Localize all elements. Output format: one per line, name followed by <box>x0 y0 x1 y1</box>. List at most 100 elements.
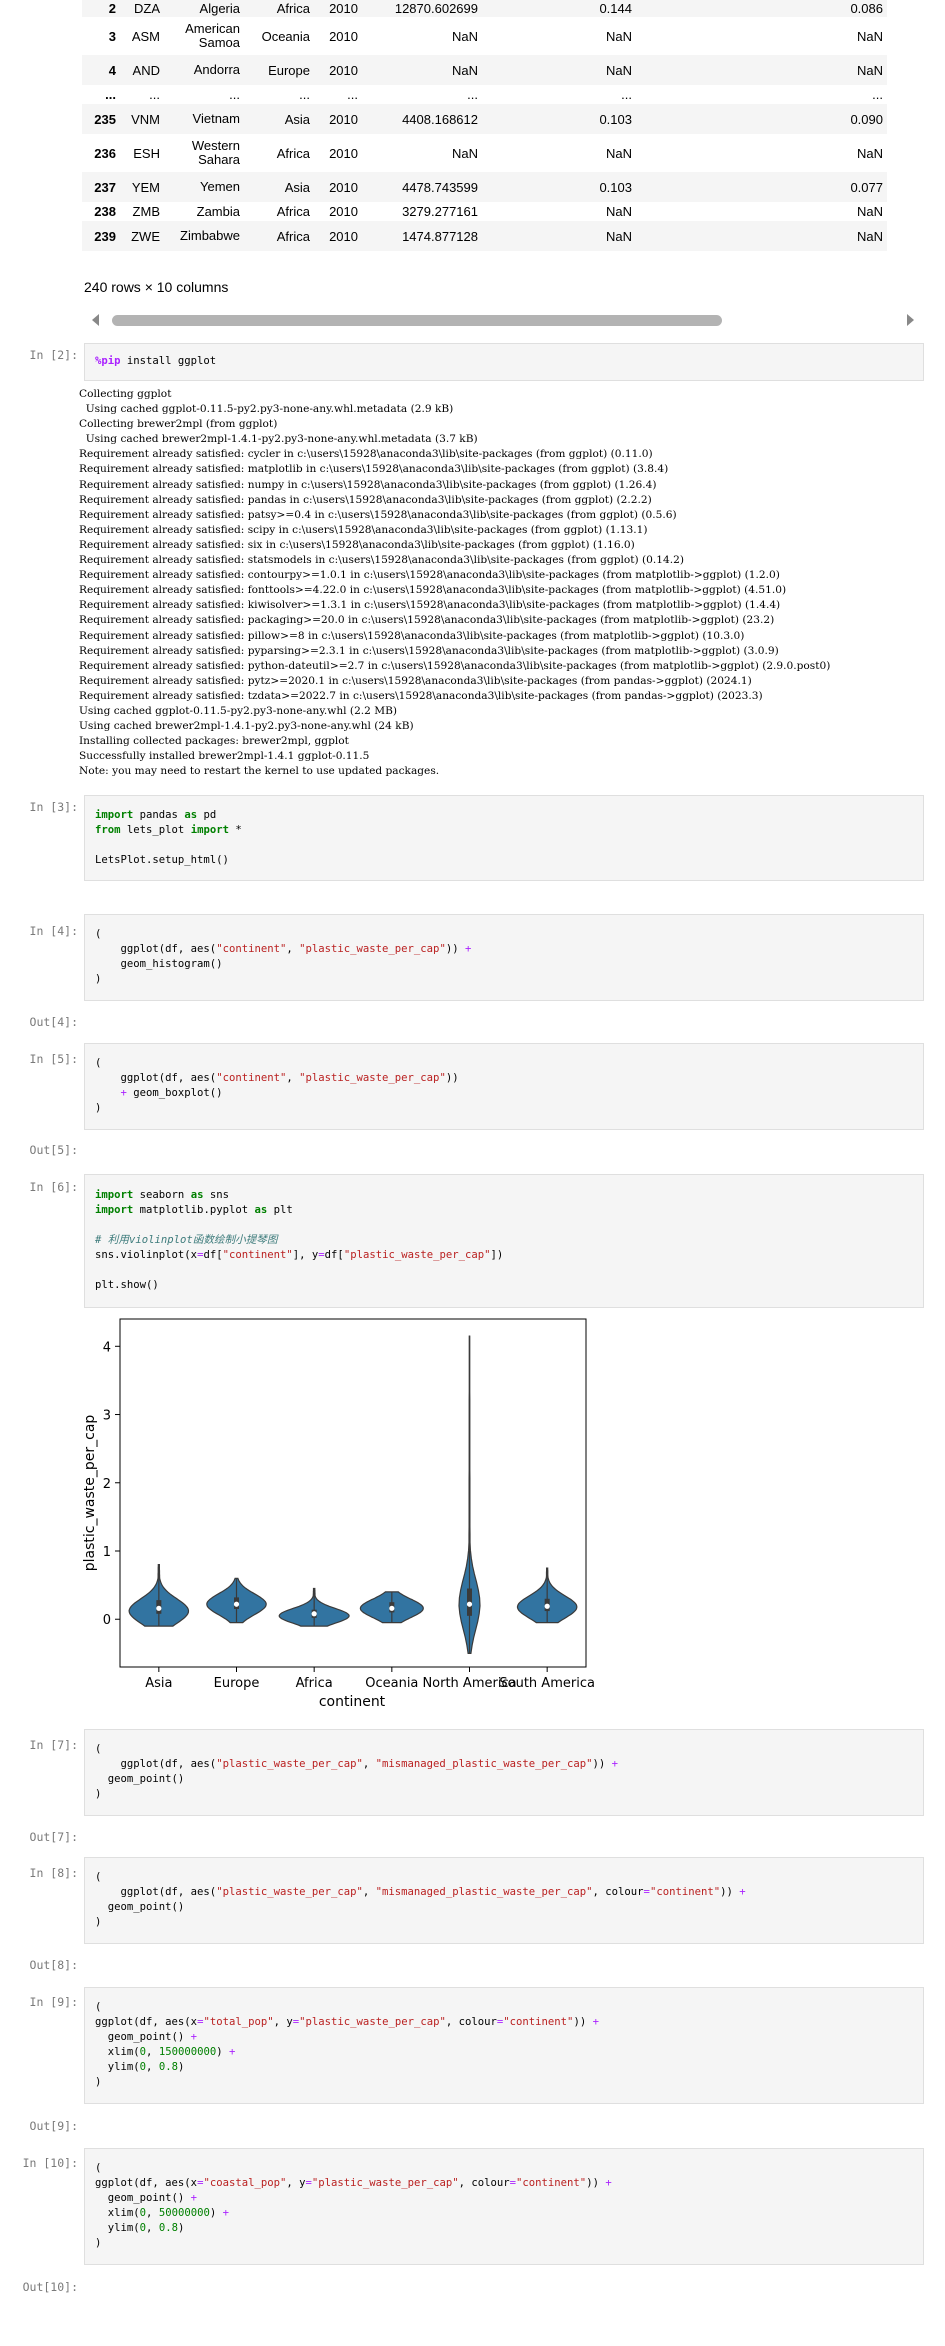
table-cell: 3279.277161 <box>402 204 478 219</box>
table-row: 2 DZA Algeria Africa 2010 12870.602699 0.144 0.… <box>82 0 887 17</box>
code-cell-3[interactable]: import pandas as pd from lets_plot impor… <box>84 795 924 881</box>
output-prompt: Out[10]: <box>22 2280 78 2294</box>
scroll-right-icon[interactable] <box>907 314 914 326</box>
output-line: Using cached ggplot-0.11.5-py2.py3-none-… <box>79 704 398 717</box>
y-tick-label: 4 <box>103 1340 111 1355</box>
table-cell: NaN <box>605 28 632 44</box>
table-cell: AND <box>132 62 160 78</box>
code-cell-7[interactable]: ( ggplot(df, aes("plastic_waste_per_cap"… <box>84 1729 924 1816</box>
table-cell: NaN <box>451 28 478 44</box>
input-prompt: In [7]: <box>29 1738 78 1752</box>
row-index: 2 <box>108 1 116 16</box>
table-cell: ASM <box>131 28 160 44</box>
code-comment: # 利用violinplot函数绘制小提琴图 <box>95 1234 278 1246</box>
input-prompt: In [2]: <box>29 348 78 362</box>
table-cell: 2010 <box>329 111 358 127</box>
horizontal-scrollbar[interactable] <box>88 310 918 330</box>
code-cell-5[interactable]: ( ggplot(df, aes("continent", "plastic_w… <box>84 1043 924 1130</box>
y-tick-label: 0 <box>103 1613 111 1628</box>
output-line: Requirement already satisfied: six in c:… <box>79 538 635 551</box>
output-line: Requirement already satisfied: pillow>=8… <box>79 629 745 642</box>
table-cell: NaN <box>451 145 478 161</box>
table-cell: Zambia <box>196 203 240 219</box>
output-prompt: Out[5]: <box>29 1143 78 1157</box>
table-cell: Africa <box>276 145 310 161</box>
output-line: Using cached brewer2mpl-1.4.1-py2.py3-no… <box>79 720 414 733</box>
scrollbar-thumb[interactable] <box>112 315 722 326</box>
table-cell: NaN <box>856 204 883 219</box>
scroll-left-icon[interactable] <box>92 314 99 326</box>
table-cell: YEM <box>131 179 160 195</box>
x-tick-label: Europe <box>214 1676 260 1691</box>
row-index: 4 <box>108 62 116 78</box>
plot-axes-frame <box>119 1318 587 1668</box>
output-line: Requirement already satisfied: numpy in … <box>79 478 657 491</box>
row-index: ... <box>105 87 116 102</box>
code-cell-8[interactable]: ( ggplot(df, aes("plastic_waste_per_cap"… <box>84 1857 924 1944</box>
table-cell: ... <box>229 86 240 102</box>
table-cell: ... <box>149 87 160 102</box>
table-cell: ESH <box>133 145 160 161</box>
code-cell-6[interactable]: import seaborn as sns import matplotlib.… <box>84 1174 924 1308</box>
table-row: ........................ <box>82 85 887 104</box>
table-cell: 0.103 <box>599 111 632 127</box>
table-cell: Zimbabwe <box>180 228 240 243</box>
x-tick-label: North America <box>422 1676 516 1691</box>
output-line: Using cached brewer2mpl-1.4.1-py2.py3-no… <box>79 433 478 446</box>
table-cell: NaN <box>451 62 478 78</box>
violin-plot: 0 1 2 3 4 Asia Europe Africa Oceania North Ameri… <box>82 1318 595 1710</box>
output-line: Requirement already satisfied: scipy in … <box>79 523 648 536</box>
y-tick-label: 2 <box>103 1477 111 1492</box>
code-cell-4[interactable]: ( ggplot(df, aes("continent", "plastic_w… <box>84 914 924 1001</box>
output-line: Requirement already satisfied: tzdata>=2… <box>79 689 763 702</box>
table-row: 235 VNM Vietnam Asia 2010 4408.168612 0.103 0.0… <box>82 104 887 134</box>
table-cell: 1474.877128 <box>402 228 478 244</box>
violin-median <box>233 1601 240 1607</box>
output-line: Collecting ggplot <box>79 388 172 400</box>
table-cell: American Samoa <box>185 21 240 50</box>
code-cell-10[interactable]: ( ggplot(df, aes(x="coastal_pop", y="pla… <box>84 2148 924 2265</box>
table-cell: 4478.743599 <box>402 179 478 195</box>
table-cell: Asia <box>284 111 310 127</box>
table-cell: NaN <box>605 62 632 78</box>
table-cell: Oceania <box>261 28 310 44</box>
code-cell-2[interactable]: %pip install ggplot <box>84 343 924 381</box>
table-row: 3 ASM American Samoa Oceania 2010 NaN NaN NaN <box>82 17 887 55</box>
table-cell: 4408.168612 <box>402 111 478 127</box>
input-prompt: In [10]: <box>22 2156 78 2170</box>
x-tick-label: Asia <box>145 1676 172 1691</box>
table-cell: 0.144 <box>599 1 632 16</box>
output-line: Note: you may need to restart the kernel… <box>79 765 440 778</box>
table-cell: Western Sahara <box>191 138 240 167</box>
table-cell: ZWE <box>131 228 160 244</box>
code-cell-9[interactable]: ( ggplot(df, aes(x="total_pop", y="plast… <box>84 1987 924 2104</box>
table-cell: NaN <box>605 145 632 161</box>
output-line: Using cached ggplot-0.11.5-py2.py3-none-… <box>79 403 454 416</box>
y-tick-label: 3 <box>103 1409 111 1424</box>
input-prompt: In [6]: <box>29 1180 78 1194</box>
output-line: Requirement already satisfied: pandas in… <box>79 493 652 506</box>
violin-median <box>311 1611 317 1617</box>
table-cell: 2010 <box>329 145 358 161</box>
table-cell: 0.086 <box>850 1 883 16</box>
table-cell: VNM <box>131 111 160 127</box>
x-tick-label: South America <box>499 1676 595 1691</box>
row-index: 236 <box>94 145 116 161</box>
table-cell: NaN <box>856 28 883 44</box>
table-cell: NaN <box>856 145 883 161</box>
table-cell: Asia <box>284 179 310 195</box>
table-cell: 0.103 <box>599 179 632 195</box>
output-prompt: Out[9]: <box>29 2119 78 2133</box>
table-cell: Africa <box>276 204 310 219</box>
table-cell: 2010 <box>329 28 358 44</box>
x-axis-label: continent <box>319 1694 386 1710</box>
output-line: Requirement already satisfied: pytz>=202… <box>79 674 752 687</box>
table-cell: ... <box>872 87 883 102</box>
output-line: Successfully installed brewer2mpl-1.4.1 … <box>79 750 370 763</box>
violin-median <box>466 1601 473 1607</box>
table-cell: ... <box>467 87 478 102</box>
code-line: %pip install ggplot <box>95 355 217 367</box>
table-cell: Andorra <box>193 62 240 77</box>
x-axis-ticks: Asia Europe Africa Oceania North AmericaSout… <box>145 1667 595 1691</box>
table-cell: Africa <box>276 228 310 244</box>
